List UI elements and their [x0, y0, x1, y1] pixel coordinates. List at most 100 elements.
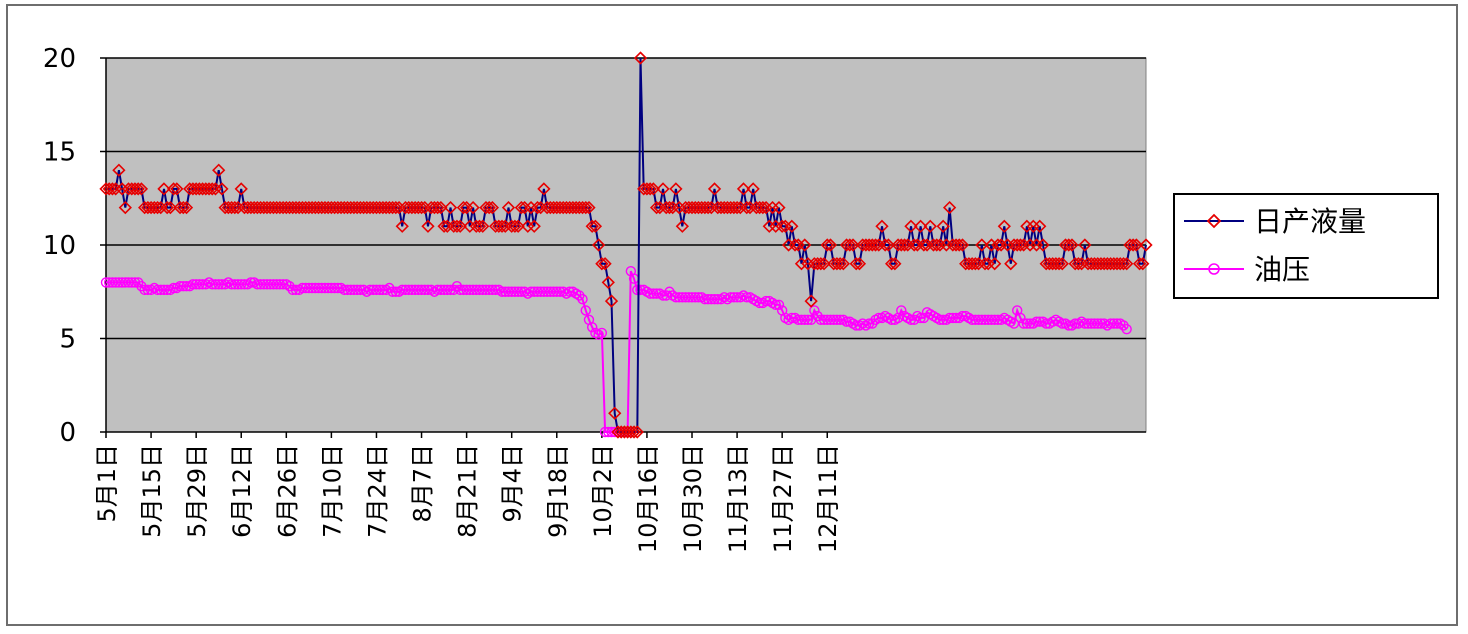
- gridlines: [106, 57, 1146, 340]
- data-point: [947, 312, 959, 324]
- data-point: [414, 200, 429, 215]
- y-tick-label: 10: [43, 231, 76, 261]
- data-point: [442, 284, 453, 296]
- data-point: [740, 200, 754, 215]
- data-point: [387, 286, 398, 297]
- data-point: [450, 219, 464, 233]
- data-point: [662, 200, 677, 215]
- data-point: [988, 257, 1002, 271]
- data-point: [389, 200, 403, 215]
- x-tick-label: 6月26日: [273, 444, 301, 538]
- data-point: [181, 280, 192, 292]
- data-point: [1033, 219, 1047, 233]
- data-point: [495, 219, 509, 233]
- data-point: [579, 200, 593, 215]
- data-point: [936, 219, 950, 233]
- data-point: [601, 275, 615, 290]
- data-point: [831, 314, 843, 325]
- legend-box: [1173, 193, 1439, 299]
- x-tick-label: 6月12日: [228, 444, 256, 538]
- data-point: [437, 219, 451, 233]
- data-point: [168, 282, 179, 294]
- data-point: [917, 238, 931, 252]
- data-point: [1031, 316, 1042, 327]
- data-point: [786, 312, 798, 324]
- data-point: [158, 284, 170, 296]
- x-tick-label: 5月15日: [138, 444, 166, 538]
- data-point: [690, 292, 701, 303]
- x-tick-label: 5月1日: [93, 444, 121, 523]
- data-point: [163, 200, 178, 215]
- data-point: [770, 299, 781, 311]
- data-point: [205, 182, 219, 196]
- x-tick-label: 10月2日: [589, 444, 617, 538]
- data-point: [756, 200, 770, 215]
- data-point: [1004, 257, 1018, 271]
- data-point: [1132, 257, 1147, 271]
- data-point: [598, 257, 612, 271]
- data-point: [290, 284, 302, 296]
- data-point: [923, 219, 937, 233]
- data-point: [968, 257, 982, 271]
- data-point: [582, 200, 596, 215]
- data-point: [836, 257, 850, 271]
- data-point: [630, 425, 644, 439]
- data-point: [773, 299, 785, 311]
- data-point: [1034, 316, 1045, 327]
- data-point: [419, 284, 430, 296]
- data-point: [112, 163, 126, 177]
- data-point: [834, 314, 846, 325]
- data-point: [907, 238, 921, 252]
- x-tick-label: 8月21日: [454, 444, 482, 538]
- data-point: [511, 219, 525, 233]
- data-point: [287, 284, 298, 296]
- series-liquid-output: [99, 51, 1153, 439]
- data-point: [105, 182, 120, 196]
- data-point: [1136, 257, 1150, 271]
- data-point: [170, 182, 184, 196]
- data-point: [604, 294, 619, 308]
- data-point: [746, 182, 760, 196]
- data-point: [885, 257, 899, 271]
- data-point: [669, 182, 683, 196]
- data-point: [1111, 318, 1123, 329]
- data-point: [1121, 323, 1132, 335]
- data-point: [1024, 318, 1036, 329]
- data-point: [580, 305, 591, 316]
- data-point: [809, 305, 820, 316]
- data-point: [693, 292, 704, 303]
- data-point: [843, 238, 857, 252]
- data-point: [1057, 318, 1068, 329]
- data-point: [975, 238, 989, 252]
- data-point: [1071, 257, 1086, 271]
- data-point: [434, 200, 448, 215]
- data-point: [134, 182, 149, 196]
- data-point: [274, 279, 286, 290]
- data-point: [1021, 318, 1033, 329]
- data-point: [627, 425, 641, 439]
- x-tick-label: 9月4日: [499, 444, 527, 523]
- data-point: [118, 200, 132, 215]
- data-point: [904, 219, 918, 233]
- data-point: [512, 286, 524, 297]
- data-point: [955, 238, 970, 252]
- data-point: [178, 280, 189, 292]
- data-point: [675, 219, 689, 233]
- data-point: [239, 279, 250, 290]
- data-point: [537, 182, 551, 196]
- data-point: [957, 310, 968, 322]
- data-point: [849, 257, 863, 271]
- data-point: [443, 200, 458, 215]
- data-point: [886, 314, 897, 325]
- data-point: [466, 200, 480, 215]
- data-point: [160, 200, 174, 215]
- y-axis-ticks: 0 5 10 15 20: [43, 44, 1146, 448]
- data-point: [814, 257, 828, 271]
- data-point: [1120, 257, 1134, 271]
- data-point: [1040, 318, 1052, 329]
- data-point: [915, 312, 926, 324]
- data-point: [564, 286, 575, 297]
- data-point: [482, 200, 496, 215]
- data-point: [741, 292, 752, 303]
